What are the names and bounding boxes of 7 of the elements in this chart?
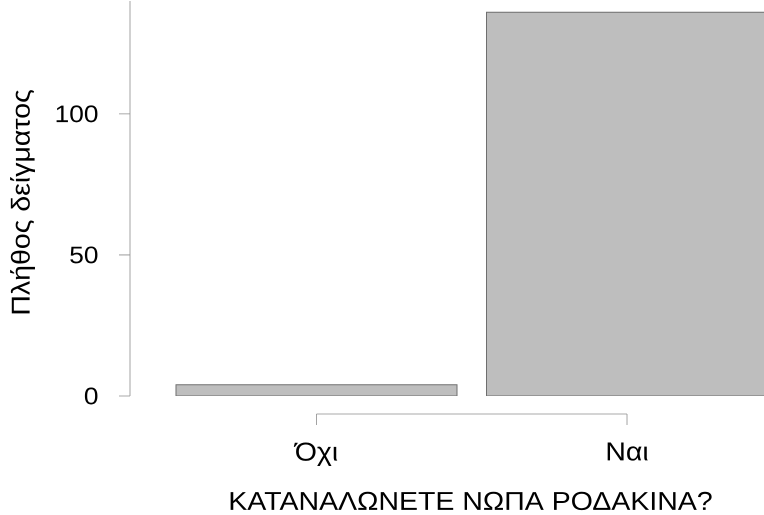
- y-axis-title: Πλήθος δείγματος: [10, 90, 35, 314]
- x-tick-label: Όχι: [294, 442, 338, 466]
- y-tick-label: 100: [56, 105, 98, 122]
- x-axis-title: ΚΑΤΑΝΑΛΩΝΕΤΕ ΝΩΠΑ ΡΟΔΑΚΙΝΑ?: [230, 492, 712, 510]
- y-tick-label: 50: [70, 246, 98, 264]
- x-tick-label: Ναι: [608, 442, 648, 461]
- y-tick-label: 0: [84, 388, 98, 404]
